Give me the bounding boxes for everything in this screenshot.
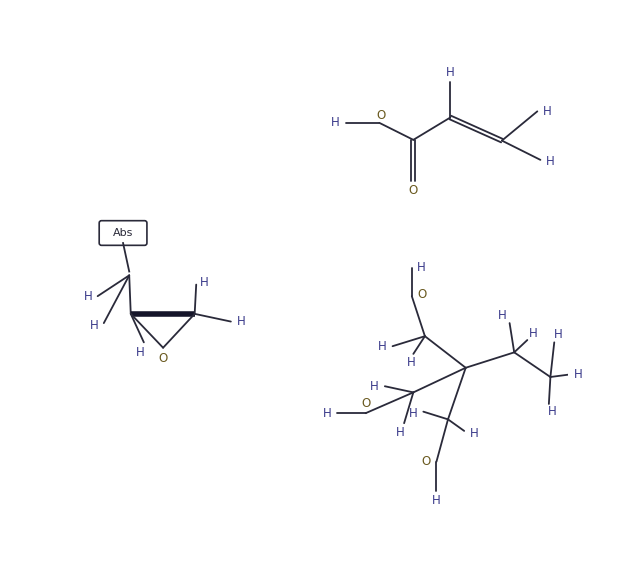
Text: H: H xyxy=(554,328,563,341)
Text: H: H xyxy=(546,155,555,168)
Text: H: H xyxy=(543,105,552,118)
Text: H: H xyxy=(498,309,506,322)
Text: H: H xyxy=(446,66,454,79)
Text: H: H xyxy=(237,315,245,328)
Text: O: O xyxy=(409,184,418,197)
Text: Abs: Abs xyxy=(113,228,133,238)
Text: H: H xyxy=(417,261,425,274)
Text: O: O xyxy=(158,352,168,365)
Text: H: H xyxy=(84,290,93,302)
Text: H: H xyxy=(199,276,208,289)
Text: H: H xyxy=(331,116,340,129)
Text: H: H xyxy=(378,340,387,352)
FancyBboxPatch shape xyxy=(99,221,147,246)
Text: O: O xyxy=(422,455,431,468)
Text: O: O xyxy=(417,288,427,301)
Text: O: O xyxy=(361,397,370,411)
Text: H: H xyxy=(396,426,404,439)
Text: H: H xyxy=(470,427,479,440)
Text: H: H xyxy=(529,327,538,340)
Text: H: H xyxy=(323,407,332,420)
Text: H: H xyxy=(406,356,415,369)
Text: H: H xyxy=(370,380,379,393)
Text: H: H xyxy=(409,408,418,420)
Text: H: H xyxy=(90,319,99,332)
Text: H: H xyxy=(548,405,557,418)
Text: H: H xyxy=(432,494,441,508)
Text: H: H xyxy=(573,368,582,381)
Text: O: O xyxy=(377,109,385,122)
Text: H: H xyxy=(135,346,144,359)
